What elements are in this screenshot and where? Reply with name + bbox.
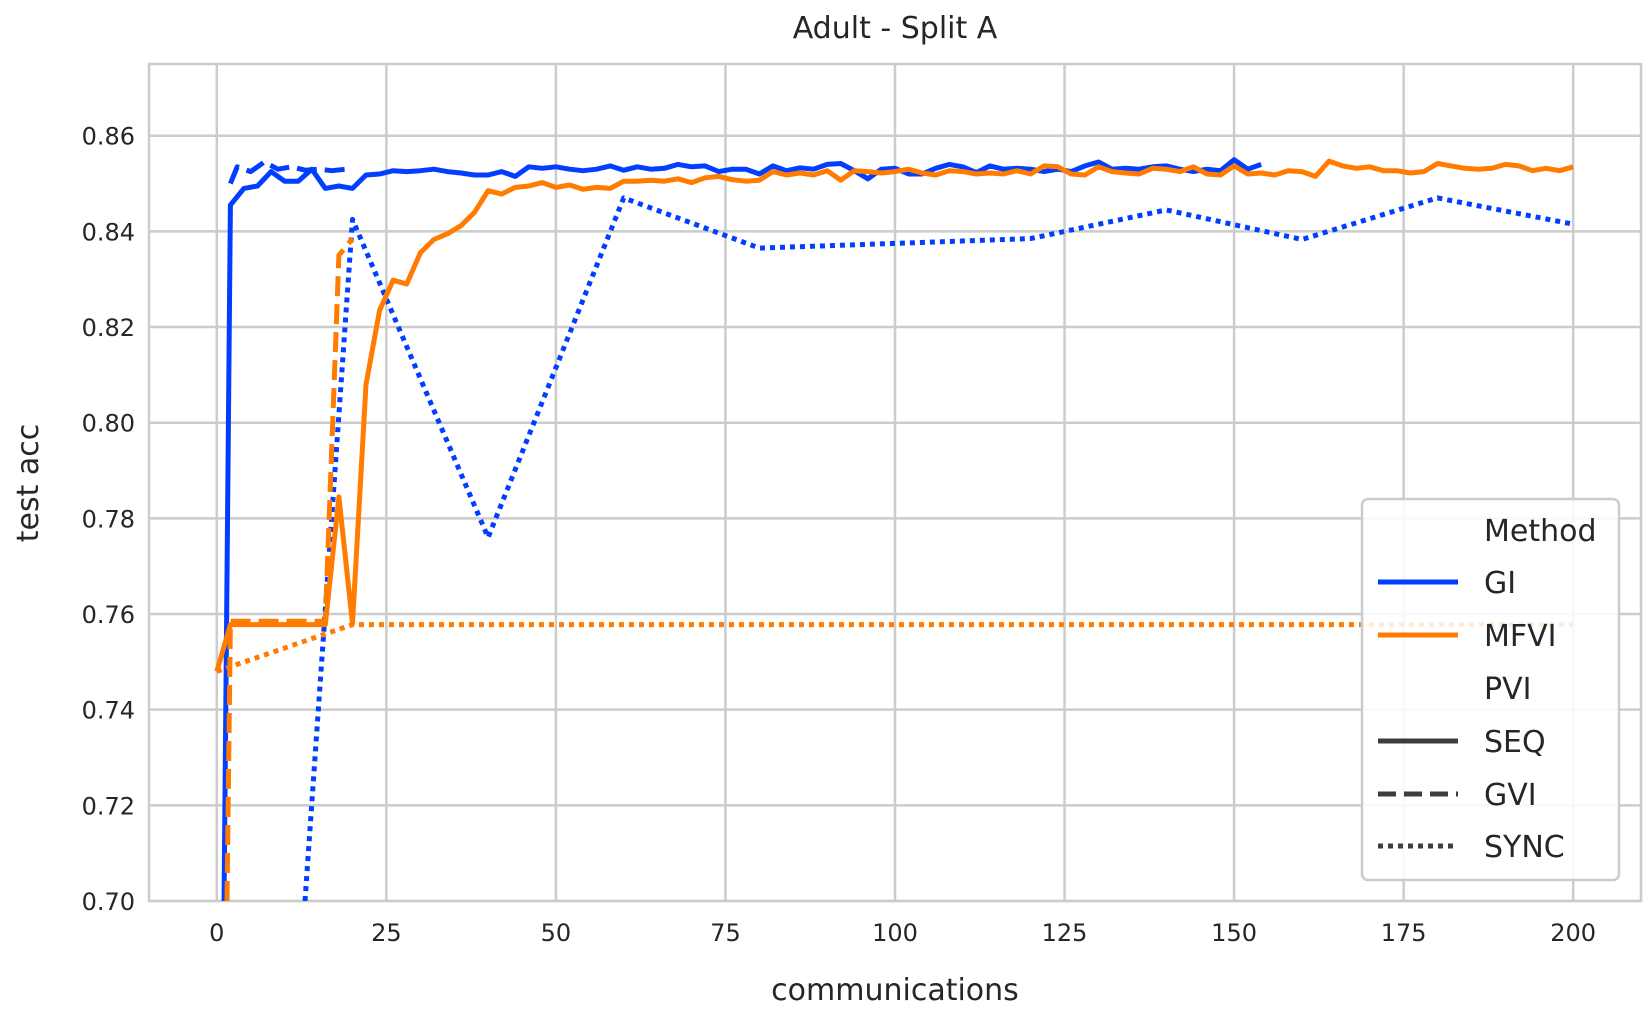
series-line-mfvi-gvi	[224, 237, 355, 901]
legend-label-gi: GI	[1484, 566, 1516, 601]
y-tick-label: 0.80	[82, 410, 135, 438]
legend-label-sync: SYNC	[1484, 830, 1565, 865]
x-tick-label: 75	[710, 919, 741, 947]
y-tick-labels: 0.70 0.72 0.74 0.76 0.78 0.80 0.82 0.84 0.86	[82, 123, 135, 916]
y-axis-label: test acc	[11, 424, 46, 543]
x-tick-label: 200	[1550, 919, 1596, 947]
series-line-gi-gvi	[228, 159, 346, 185]
x-tick-label: 100	[872, 919, 918, 947]
legend-hue-title: Method	[1484, 514, 1597, 549]
series-line-gi-sync	[302, 195, 1574, 901]
x-tick-labels: 0 25 50 75 100 125 150 175 200	[209, 919, 1596, 947]
x-tick-label: 25	[371, 919, 402, 947]
y-tick-label: 0.70	[82, 888, 135, 916]
chart-title: Adult - Split A	[793, 11, 998, 46]
series-line-mfvi-seq	[214, 158, 1574, 673]
x-tick-label: 0	[209, 919, 224, 947]
y-tick-label: 0.86	[82, 123, 135, 151]
plot-frame	[147, 62, 1643, 903]
legend-label-seq: SEQ	[1484, 725, 1546, 760]
series-layer	[214, 157, 1574, 901]
y-tick-label: 0.84	[82, 218, 135, 246]
legend-label-mfvi: MFVI	[1484, 619, 1557, 654]
legend-style-title: PVI	[1484, 672, 1531, 707]
legend-box	[1360, 497, 1621, 882]
x-tick-label: 125	[1042, 919, 1088, 947]
x-axis-label: communications	[771, 973, 1019, 1008]
x-tick-label: 50	[541, 919, 572, 947]
series-line-mfvi-sync	[215, 622, 1574, 674]
y-tick-label: 0.82	[82, 314, 135, 342]
x-tick-label: 175	[1381, 919, 1427, 947]
y-tick-label: 0.76	[82, 601, 135, 629]
y-tick-label: 0.78	[82, 505, 135, 533]
legend-label-gvi: GVI	[1484, 778, 1537, 813]
series-line-gi-seq	[221, 157, 1263, 901]
legend: Method GI MFVI PVI SEQ GVI SYNC	[1360, 497, 1621, 882]
x-tick-label: 150	[1211, 919, 1257, 947]
y-tick-label: 0.72	[82, 792, 135, 820]
y-tick-label: 0.74	[82, 697, 135, 725]
